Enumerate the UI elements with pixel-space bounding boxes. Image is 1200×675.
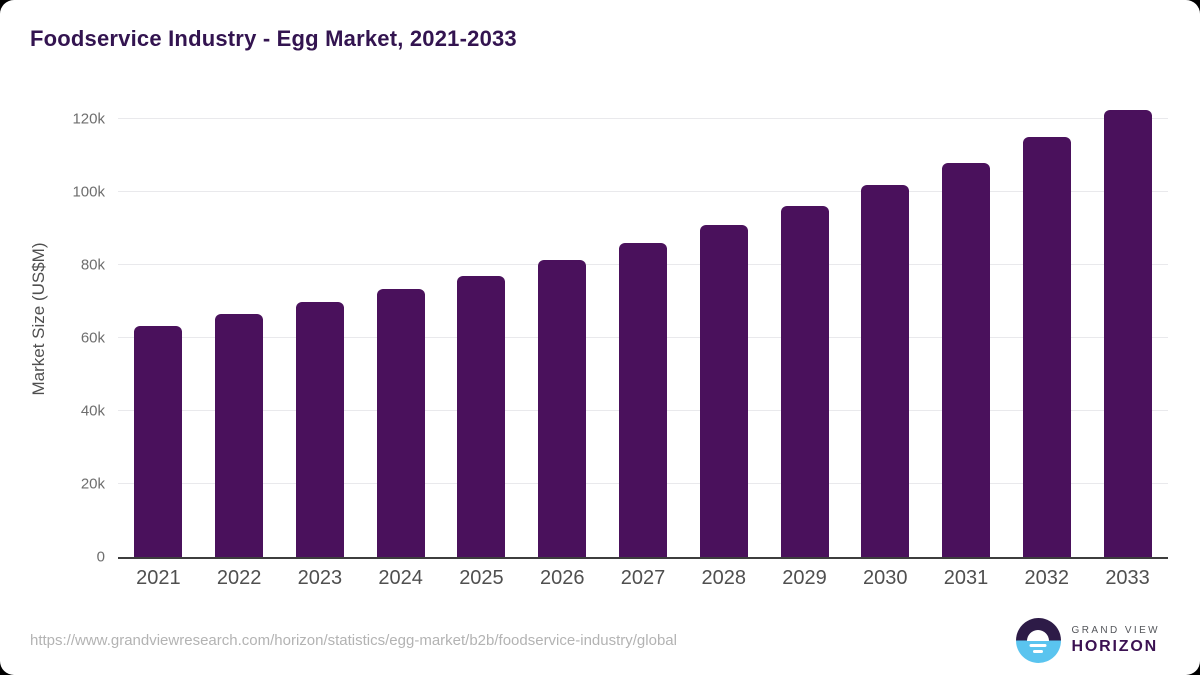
gridline xyxy=(118,117,1168,119)
bar-2026 xyxy=(538,260,587,557)
bar-slot xyxy=(1087,79,1168,557)
grand-view-horizon-logo-icon xyxy=(1015,618,1061,663)
brand-logo: GRAND VIEW HORIZON xyxy=(1015,618,1160,663)
x-tick-label: 2023 xyxy=(297,567,343,589)
bar-slot xyxy=(603,79,684,557)
bar-2025 xyxy=(457,275,506,557)
bar-slot xyxy=(522,79,603,557)
bar-slot xyxy=(199,79,280,557)
bar-2032 xyxy=(1022,137,1071,557)
y-tick-label: 100k xyxy=(72,183,105,201)
chart-title: Foodservice Industry - Egg Market, 2021-… xyxy=(30,26,517,51)
bar-slot xyxy=(1006,79,1087,557)
x-tick-label: 2024 xyxy=(378,567,423,589)
bar-2022 xyxy=(215,314,264,557)
bar-2021 xyxy=(134,325,183,557)
bar-2023 xyxy=(295,301,344,557)
y-tick-label: 20k xyxy=(80,475,105,493)
bar-slot xyxy=(845,79,926,557)
bar-slot xyxy=(280,79,361,557)
bar-slot xyxy=(683,79,764,557)
bar-slot xyxy=(764,79,845,557)
x-tick-label: 2027 xyxy=(620,567,666,589)
brand-name-bottom: HORIZON xyxy=(1071,638,1158,655)
logo-reflection-line-2 xyxy=(1033,649,1044,653)
y-tick-label: 40k xyxy=(80,402,105,420)
logo-reflection-line-1 xyxy=(1029,643,1047,647)
bar-2024 xyxy=(376,288,425,557)
x-axis-labels: 2021 2022 2023 2024 2025 2026 2027 2028 2029 2030… xyxy=(118,567,1168,590)
bar-2028 xyxy=(699,225,748,557)
y-tick-label: 80k xyxy=(80,256,105,274)
x-tick-label: 2032 xyxy=(1024,567,1070,589)
bar-slot xyxy=(441,79,522,557)
bar-slot xyxy=(118,79,199,557)
x-tick-label: 2030 xyxy=(863,567,908,589)
x-tick-label: 2025 xyxy=(459,567,504,589)
bar-2030 xyxy=(861,184,910,557)
x-tick-label: 2026 xyxy=(539,567,585,589)
gridline xyxy=(118,190,1168,192)
bars-container xyxy=(118,79,1168,557)
x-tick-label: 2028 xyxy=(701,567,746,589)
y-axis-title: Market Size (US$M) xyxy=(29,242,48,396)
bar-slot xyxy=(360,79,441,557)
bar-slot xyxy=(926,79,1007,557)
x-tick-label: 2031 xyxy=(943,567,989,589)
brand-name-top: GRAND VIEW xyxy=(1071,625,1160,636)
source-url: https://www.grandviewresearch.com/horizo… xyxy=(30,632,677,649)
bar-2031 xyxy=(942,163,991,557)
y-tick-label: 0 xyxy=(96,548,105,566)
bar-2027 xyxy=(618,243,667,557)
x-tick-label: 2029 xyxy=(782,567,827,589)
y-tick-label: 60k xyxy=(80,329,105,347)
brand-name: GRAND VIEW HORIZON xyxy=(1072,625,1160,656)
x-tick-label: 2022 xyxy=(216,567,262,589)
bar-2029 xyxy=(780,206,829,557)
logo-sun-dome xyxy=(1027,629,1050,641)
bar-2033 xyxy=(1103,110,1152,557)
x-tick-label: 2033 xyxy=(1105,567,1150,589)
plot-area: 0 20k 40k 60k 80k 100k 120k xyxy=(72,79,1168,565)
x-tick-label: 2021 xyxy=(136,567,181,589)
y-tick-label: 120k xyxy=(72,110,105,128)
